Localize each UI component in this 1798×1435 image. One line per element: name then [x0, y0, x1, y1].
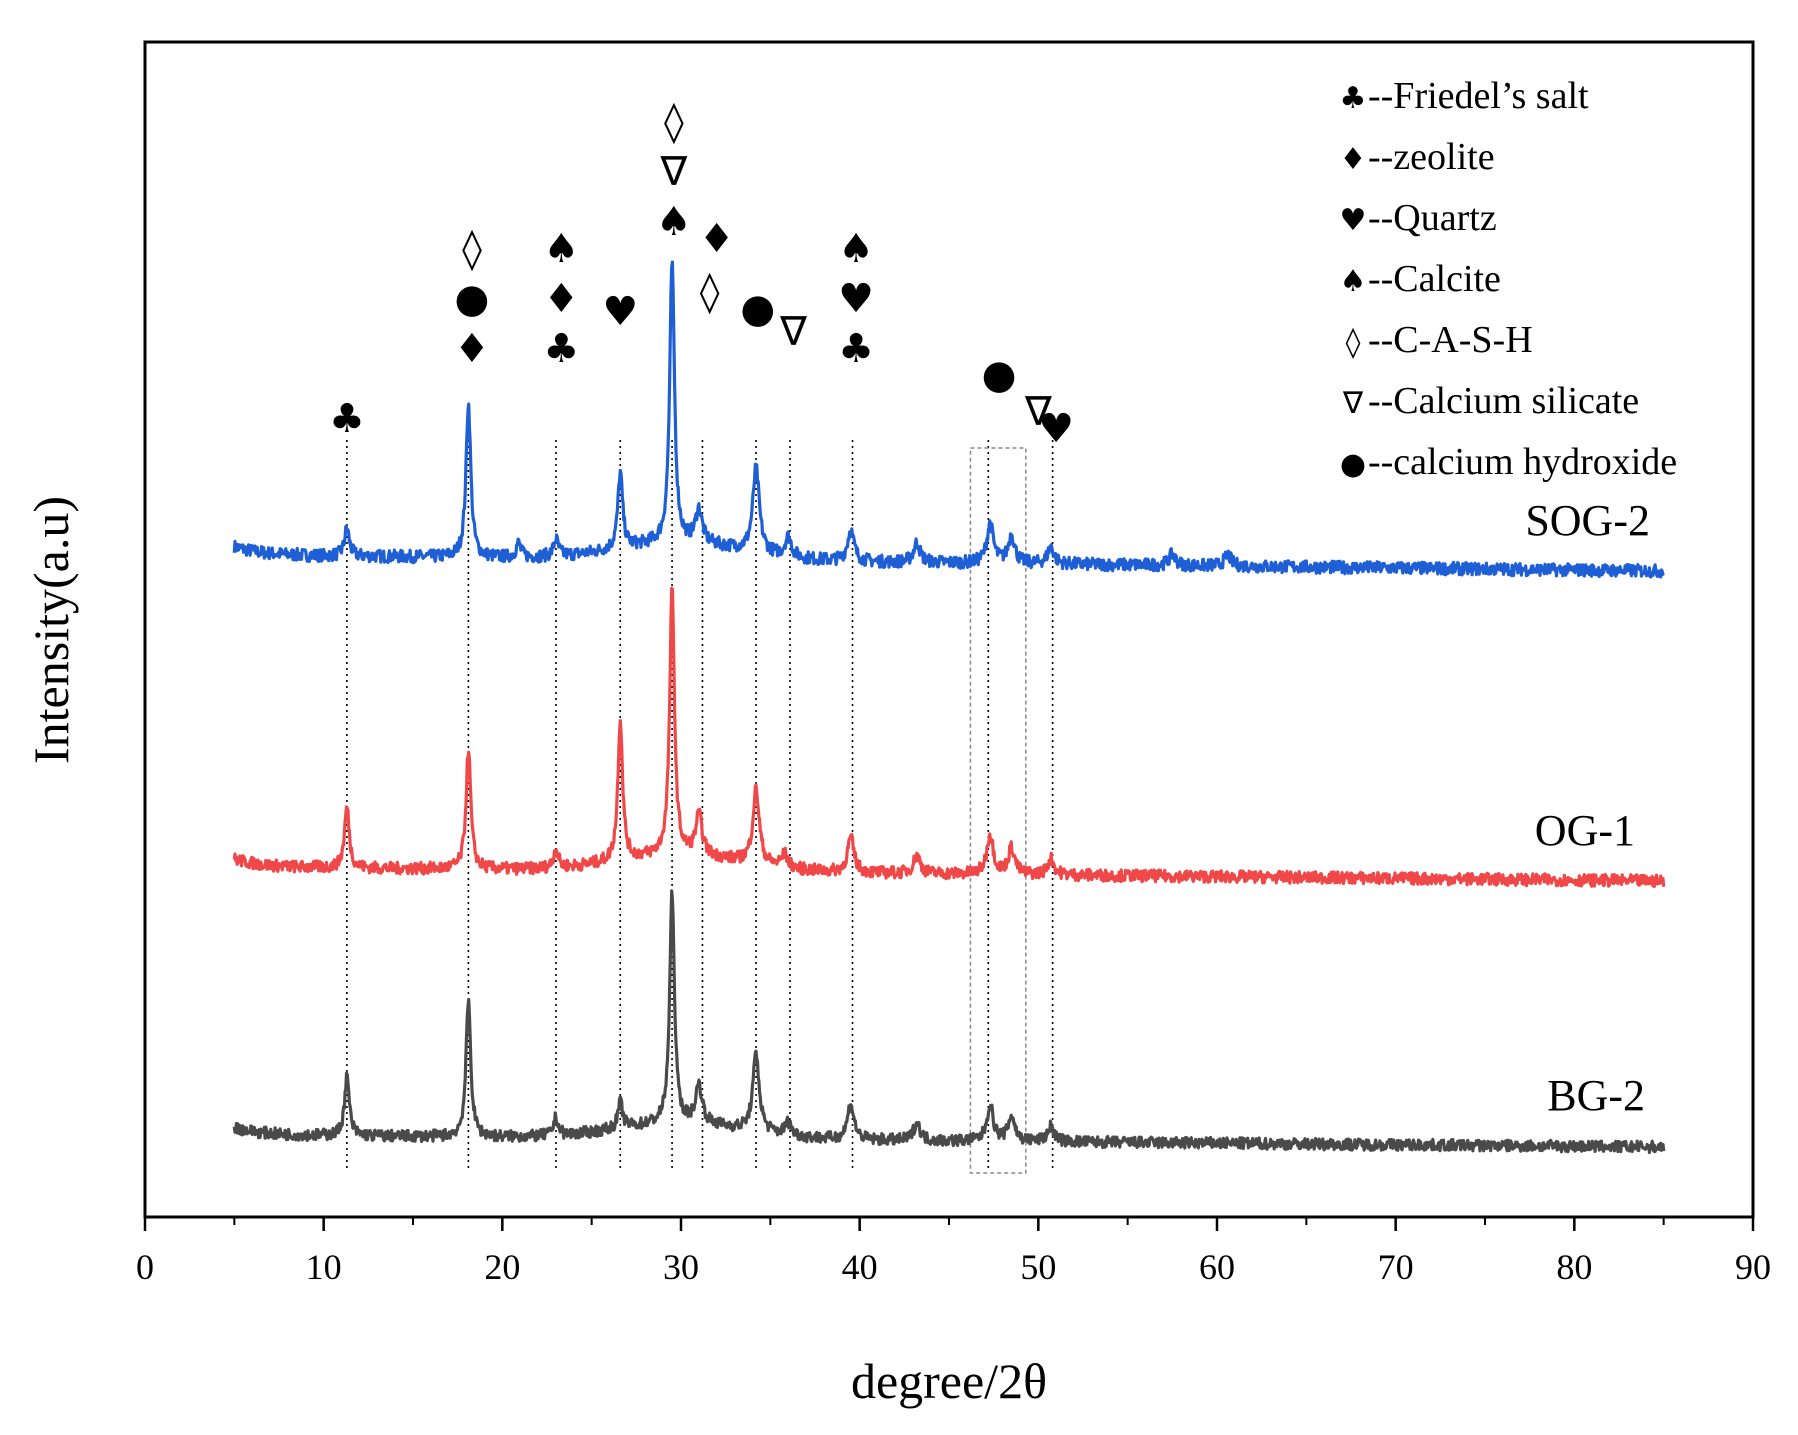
peak-marker-symbol: ∇ [659, 149, 687, 195]
series-layer [232, 260, 1666, 1155]
x-tick-label: 50 [1020, 1247, 1056, 1287]
peak-markers: ♣◊●♦♠♦♣♥◊∇♠ ♦◊ ● ∇♠♥♣●∇♥ [329, 99, 1074, 452]
x-tick-label: 80 [1556, 1247, 1592, 1287]
x-tick-label: 0 [136, 1247, 154, 1287]
x-tick-label: 60 [1199, 1247, 1235, 1287]
guide-lines [346, 440, 1054, 1170]
series-label-bg-2: BG-2 [1547, 1071, 1645, 1120]
peak-marker-symbol: ◊ [664, 99, 684, 145]
peak-marker-symbol: ♥ [602, 289, 638, 335]
legend-symbol: ● [1340, 447, 1366, 482]
peak-marker-symbol: ● [455, 276, 490, 322]
series-label-sog-2: SOG-2 [1525, 496, 1650, 545]
series-line-sog-2 [232, 260, 1665, 579]
peak-marker-symbol: ♣ [329, 396, 365, 442]
x-tick-label: 90 [1735, 1247, 1771, 1287]
y-axis-title: Intensity(a.u) [23, 496, 79, 764]
peak-marker-symbol: ♦ [454, 326, 490, 372]
legend-label: --zeolite [1368, 136, 1495, 178]
legend-label: --Friedel’s salt [1368, 75, 1589, 117]
peak-marker-symbol: ♠ [543, 226, 579, 272]
peak-marker-symbol: ● [982, 352, 1017, 398]
x-tick-label: 70 [1378, 1247, 1414, 1287]
legend-symbol: ♥ [1340, 203, 1367, 238]
legend-label: --calcium hydroxide [1368, 441, 1677, 483]
legend-symbol: ◊ [1346, 325, 1361, 360]
peak-marker-symbol: ♠ [656, 199, 692, 245]
peak-marker-symbol: ♦ [699, 216, 735, 262]
peak-marker-symbol: ♠ [838, 226, 874, 272]
legend-symbol: ♠ [1340, 264, 1367, 299]
x-axis: 0 10 20 30 40 50 60 70 80 90 [136, 1217, 1771, 1287]
series-label-og-1: OG-1 [1535, 806, 1635, 855]
legend: ♣ --Friedel’s salt♦ --zeolite♥ --Quartz♠ --C… [1340, 75, 1678, 483]
series-line-og-1 [232, 586, 1666, 889]
legend-label: --Quartz [1368, 197, 1497, 239]
series-line-bg-2 [232, 889, 1666, 1155]
x-axis-title: degree/2θ [851, 1353, 1047, 1409]
legend-label: --Calcite [1368, 258, 1501, 300]
peak-marker-symbol: ∇ [779, 309, 807, 355]
x-tick-label: 30 [663, 1247, 699, 1287]
peak-marker-symbol: ∇ [1024, 389, 1052, 435]
peak-marker-symbol: ♥ [1038, 406, 1074, 452]
peak-marker-symbol: ● [740, 286, 775, 332]
peak-marker-symbol: ◊ [700, 269, 720, 315]
plot-frame [143, 40, 1755, 1219]
x-tick-label: 20 [484, 1247, 520, 1287]
legend-label: --Calcium silicate [1368, 380, 1639, 422]
legend-symbol: ♣ [1340, 81, 1367, 116]
legend-symbol: ♦ [1340, 142, 1367, 177]
legend-symbol: ∇ [1342, 386, 1364, 421]
peak-marker-symbol: ◊ [462, 226, 482, 272]
x-tick-label: 40 [842, 1247, 878, 1287]
peak-marker-symbol: ♣ [838, 326, 874, 372]
peak-marker-symbol: ♥ [838, 276, 874, 322]
highlight-box [969, 447, 1027, 1174]
peak-marker-symbol: ♦ [543, 276, 579, 322]
x-tick-label: 10 [306, 1247, 342, 1287]
legend-label: --C-A-S-H [1368, 319, 1533, 361]
peak-marker-symbol: ♣ [543, 326, 579, 372]
